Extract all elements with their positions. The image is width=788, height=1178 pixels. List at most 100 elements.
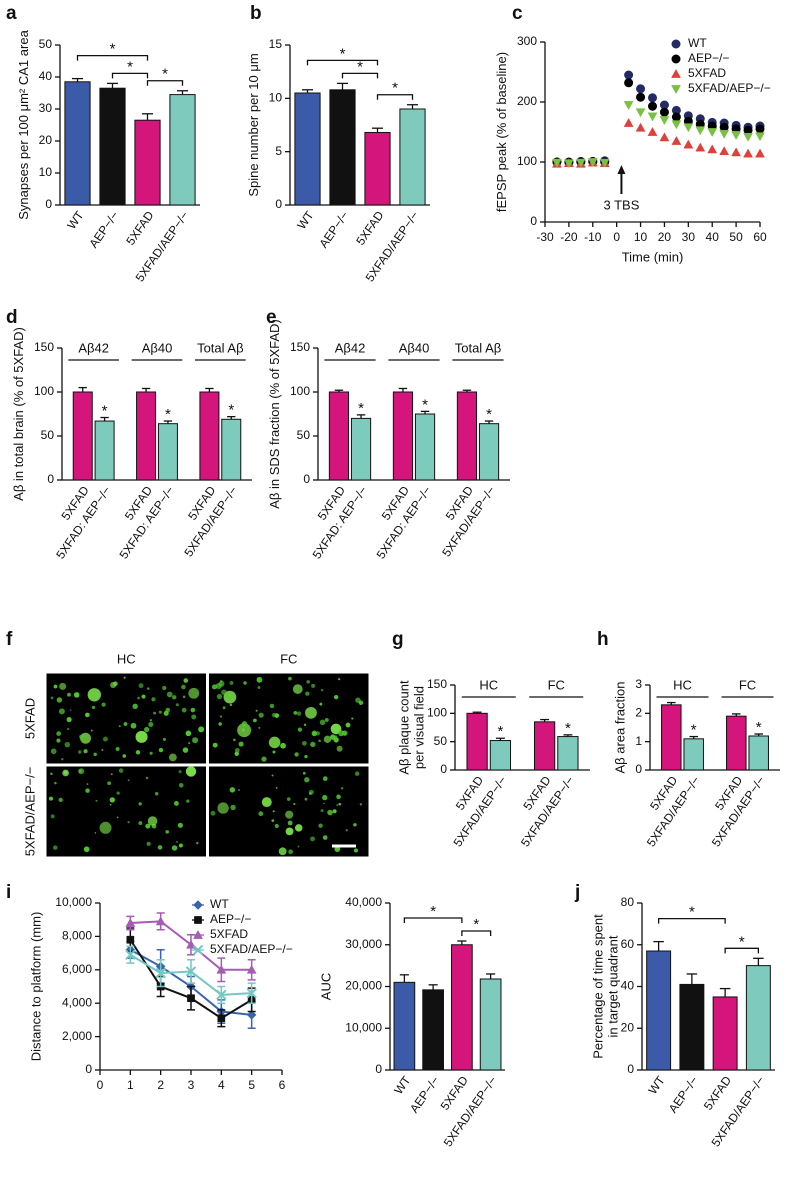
plaque bbox=[182, 747, 189, 753]
bar bbox=[99, 87, 126, 206]
plaque bbox=[83, 749, 88, 754]
plaque bbox=[154, 792, 159, 796]
plaque bbox=[324, 717, 329, 722]
panel-letter: i bbox=[6, 882, 11, 903]
plaque bbox=[296, 711, 302, 716]
significance: * bbox=[565, 720, 571, 737]
plaque bbox=[243, 681, 247, 685]
panel-letter: f bbox=[6, 629, 13, 650]
bar bbox=[533, 721, 556, 771]
y-tick-label: 100 bbox=[517, 154, 537, 168]
plaque bbox=[261, 797, 272, 808]
plaque bbox=[66, 716, 72, 723]
significance: * bbox=[497, 723, 503, 740]
bar bbox=[199, 391, 220, 481]
plaque bbox=[234, 748, 240, 753]
bar bbox=[134, 119, 161, 206]
y-tick-label: 5 bbox=[275, 144, 282, 158]
x-tick-label: WT bbox=[64, 208, 87, 232]
bar bbox=[422, 989, 444, 1071]
plaque bbox=[330, 723, 342, 735]
bar bbox=[64, 81, 91, 206]
plaque bbox=[293, 711, 298, 715]
y-tick-label: 2 bbox=[635, 706, 642, 720]
y-tick-label: 0 bbox=[47, 472, 54, 486]
plaque bbox=[149, 719, 153, 722]
y-tick-label: 30,000 bbox=[345, 937, 382, 951]
plaque bbox=[311, 730, 318, 737]
y-tick-label: 100 bbox=[427, 706, 447, 720]
marker bbox=[659, 116, 670, 126]
marker bbox=[648, 93, 657, 103]
plaque bbox=[178, 782, 184, 788]
plaque bbox=[165, 830, 169, 834]
marker bbox=[731, 131, 742, 141]
plaque bbox=[101, 702, 106, 707]
legend-label: 5XFAD bbox=[210, 927, 248, 941]
plaque bbox=[215, 682, 222, 689]
bar bbox=[72, 391, 93, 481]
panel-letter: j bbox=[574, 882, 580, 903]
y-tick-label: 0 bbox=[627, 1062, 634, 1076]
plaque bbox=[229, 703, 233, 707]
marker bbox=[216, 989, 227, 1001]
plaque bbox=[53, 684, 58, 689]
plaque bbox=[286, 797, 291, 801]
marker bbox=[659, 107, 669, 117]
x-tick-label: 30 bbox=[682, 230, 696, 244]
y-tick-label: 40 bbox=[621, 979, 635, 993]
significance: * bbox=[102, 402, 108, 419]
plaque bbox=[162, 737, 166, 741]
plaque bbox=[158, 710, 162, 714]
bar bbox=[451, 944, 473, 1071]
plaque bbox=[188, 742, 191, 745]
marker bbox=[755, 124, 765, 134]
plaque bbox=[353, 848, 358, 853]
plaque bbox=[287, 820, 293, 826]
plaque bbox=[172, 695, 177, 700]
plaque bbox=[90, 729, 93, 732]
marker bbox=[671, 135, 682, 145]
plaque bbox=[123, 676, 126, 679]
plaque bbox=[54, 781, 57, 785]
significance: * bbox=[430, 903, 436, 920]
marker bbox=[635, 122, 646, 132]
plaque bbox=[149, 751, 153, 755]
plaque bbox=[288, 676, 292, 681]
plaque bbox=[78, 750, 82, 754]
bar bbox=[328, 391, 350, 481]
x-tick-label: AEP−/− bbox=[316, 209, 351, 251]
marker bbox=[155, 916, 166, 926]
x-tick-label: 0 bbox=[613, 230, 620, 244]
plaque bbox=[288, 849, 294, 855]
plaque bbox=[147, 816, 158, 826]
group-label: FC bbox=[739, 677, 756, 692]
plaque bbox=[297, 845, 300, 848]
plaque bbox=[210, 810, 216, 816]
marker bbox=[755, 148, 765, 158]
plaque bbox=[58, 708, 65, 715]
panel-letter: c bbox=[512, 3, 523, 24]
y-tick-label: 1 bbox=[635, 734, 642, 748]
y-tick-label: 0 bbox=[85, 1062, 92, 1076]
plaque bbox=[272, 810, 275, 813]
y-tick-label: 0 bbox=[440, 762, 447, 776]
plaque bbox=[174, 800, 179, 806]
plaque bbox=[190, 707, 196, 713]
group-label: Aβ42 bbox=[78, 340, 109, 355]
significance: * bbox=[473, 916, 479, 933]
x-tick-label: WT bbox=[294, 208, 317, 232]
plaque bbox=[182, 695, 186, 699]
plaque bbox=[333, 737, 339, 743]
plaque bbox=[86, 783, 89, 785]
plaque bbox=[178, 843, 183, 848]
bar bbox=[221, 418, 242, 481]
bar bbox=[414, 413, 436, 481]
legend-marker bbox=[193, 900, 203, 910]
panel-letter: g bbox=[392, 629, 404, 650]
legend-marker bbox=[194, 916, 202, 924]
y-tick-label: 8,000 bbox=[62, 929, 92, 943]
bar bbox=[557, 736, 579, 771]
x-tick-label: 5XFAD bbox=[123, 208, 156, 247]
plaque bbox=[122, 754, 127, 758]
